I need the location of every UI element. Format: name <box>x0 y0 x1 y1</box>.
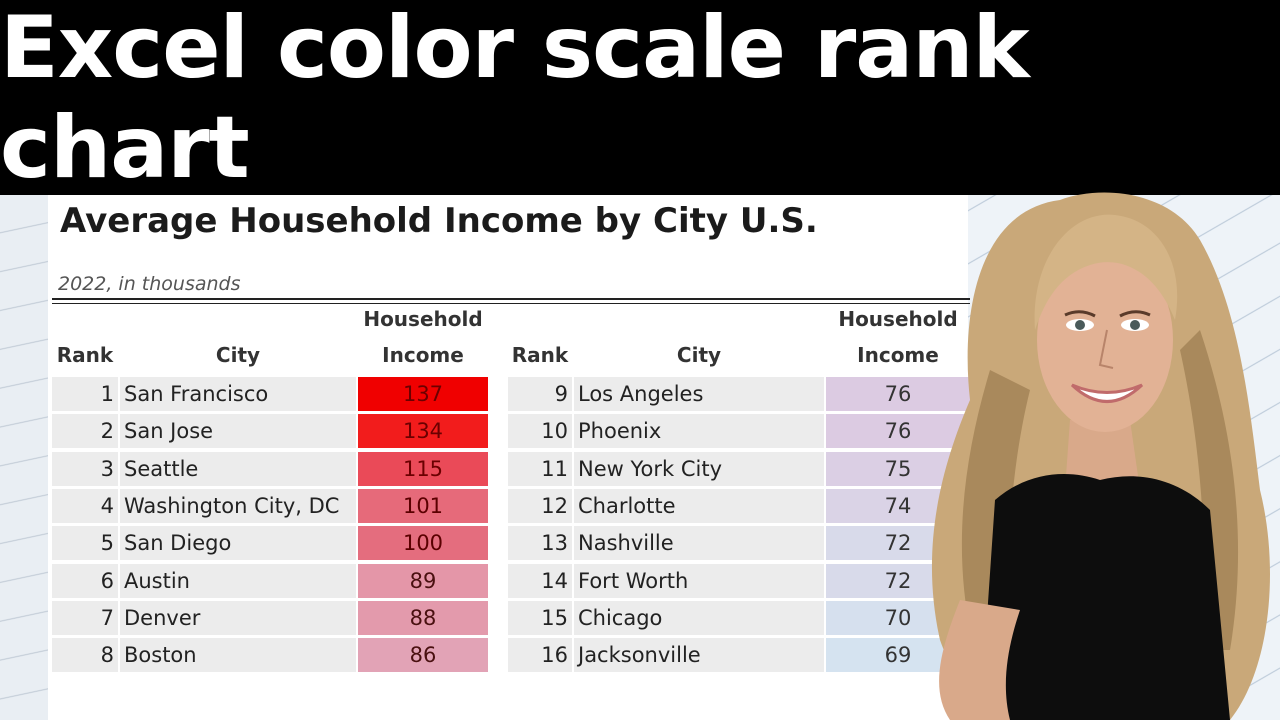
rank-cell: 16 <box>508 638 572 673</box>
sheet-title: Average Household Income by City U.S. <box>60 201 818 241</box>
income-rank-sheet: Average Household Income by City U.S. 20… <box>48 195 970 695</box>
header-income-line2: Income <box>382 343 464 367</box>
city-cell: Washington City, DC <box>120 488 356 523</box>
city-cell: Denver <box>120 600 356 635</box>
header-city: City <box>676 343 722 367</box>
city-cell: New York City <box>574 451 824 486</box>
video-title-banner: Excel color scale rank chart <box>0 0 1280 198</box>
city-cell: Charlotte <box>574 488 824 523</box>
city-cell: Nashville <box>574 526 824 561</box>
rank-cell: 15 <box>508 600 572 635</box>
city-cell: Seattle <box>120 451 356 486</box>
header-rule-thick <box>52 298 970 300</box>
rank-cell: 13 <box>508 526 572 561</box>
header-rule-thin <box>52 303 970 304</box>
header-city: City <box>215 343 261 367</box>
city-cell: Boston <box>120 638 356 673</box>
header-rank: Rank <box>511 343 569 367</box>
city-cell: Austin <box>120 563 356 598</box>
presenter-illustration <box>932 192 1270 720</box>
header-income-line1: Household <box>838 307 958 331</box>
rank-cell: 14 <box>508 563 572 598</box>
rank-cell: 11 <box>508 451 572 486</box>
spreadsheet-backdrop-left <box>0 195 48 720</box>
income-cell: 101 <box>358 488 488 523</box>
city-cell: Fort Worth <box>574 563 824 598</box>
city-cell: Los Angeles <box>574 377 824 411</box>
income-cell: 76 <box>826 414 970 449</box>
income-cell: 76 <box>826 377 970 411</box>
income-cell: 137 <box>358 377 488 411</box>
header-income-line1: Household <box>363 307 483 331</box>
income-cell: 115 <box>358 451 488 486</box>
income-cell: 134 <box>358 414 488 449</box>
header-rank: Rank <box>56 343 114 367</box>
city-cell: Chicago <box>574 600 824 635</box>
rank-cell: 5 <box>52 526 118 561</box>
rank-cell: 4 <box>52 488 118 523</box>
rank-cell: 3 <box>52 451 118 486</box>
video-title: Excel color scale rank chart <box>0 0 1030 198</box>
city-cell: Jacksonville <box>574 638 824 673</box>
rank-cell: 1 <box>52 377 118 411</box>
rank-cell: 7 <box>52 600 118 635</box>
header-income-line2: Income <box>857 343 939 367</box>
rank-cell: 6 <box>52 563 118 598</box>
city-cell: San Francisco <box>120 377 356 411</box>
rank-cell: 10 <box>508 414 572 449</box>
rank-cell: 12 <box>508 488 572 523</box>
income-cell: 86 <box>358 638 488 673</box>
city-cell: San Diego <box>120 526 356 561</box>
rank-cell: 9 <box>508 377 572 411</box>
income-cell: 88 <box>358 600 488 635</box>
rank-cell: 8 <box>52 638 118 673</box>
city-cell: San Jose <box>120 414 356 449</box>
sheet-subtitle: 2022, in thousands <box>58 273 241 295</box>
city-cell: Phoenix <box>574 414 824 449</box>
income-cell: 89 <box>358 563 488 598</box>
rank-cell: 2 <box>52 414 118 449</box>
presenter-photo <box>900 170 1280 720</box>
income-cell: 100 <box>358 526 488 561</box>
